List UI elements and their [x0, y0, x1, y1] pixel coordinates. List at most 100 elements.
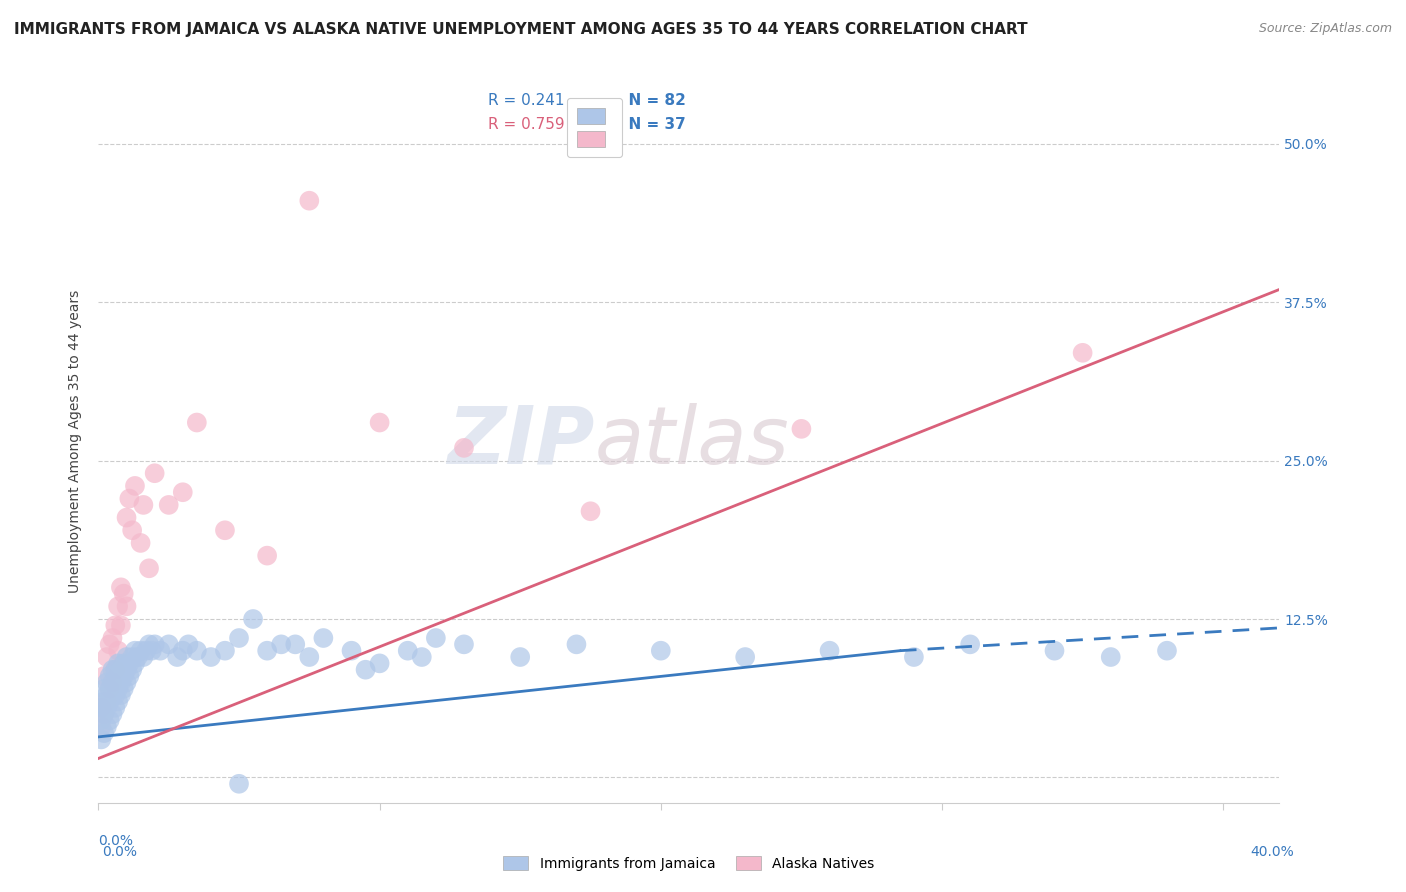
- Point: [107, 643, 129, 657]
- Point: [650, 643, 672, 657]
- Point: [121, 663, 143, 677]
- Point: [121, 523, 143, 537]
- Point: [112, 669, 135, 683]
- Point: [110, 580, 132, 594]
- Point: [129, 536, 152, 550]
- Point: [107, 657, 129, 671]
- Point: [110, 618, 132, 632]
- Text: ZIP: ZIP: [447, 402, 595, 481]
- Point: [312, 631, 335, 645]
- Point: [340, 643, 363, 657]
- Point: [172, 485, 194, 500]
- Point: [118, 491, 141, 506]
- Point: [110, 675, 132, 690]
- Point: [104, 618, 127, 632]
- Point: [132, 498, 155, 512]
- Point: [115, 663, 138, 677]
- Point: [104, 688, 127, 702]
- Text: R = 0.241: R = 0.241: [488, 93, 565, 108]
- Point: [214, 523, 236, 537]
- Point: [141, 643, 163, 657]
- Point: [101, 675, 124, 690]
- Point: [790, 422, 813, 436]
- Text: R = 0.759: R = 0.759: [488, 118, 565, 132]
- Point: [138, 561, 160, 575]
- Point: [115, 599, 138, 614]
- Point: [93, 707, 115, 722]
- Point: [1043, 643, 1066, 657]
- Point: [98, 694, 121, 708]
- Point: [228, 631, 250, 645]
- Point: [135, 643, 157, 657]
- Point: [93, 694, 115, 708]
- Point: [214, 643, 236, 657]
- Point: [93, 726, 115, 740]
- Point: [270, 637, 292, 651]
- Point: [93, 707, 115, 722]
- Text: 0.0%: 0.0%: [103, 845, 136, 859]
- Legend: , : ,: [568, 98, 621, 156]
- Point: [411, 650, 433, 665]
- Point: [90, 700, 112, 714]
- Point: [200, 650, 222, 665]
- Point: [453, 637, 475, 651]
- Point: [107, 669, 129, 683]
- Point: [242, 612, 264, 626]
- Point: [115, 675, 138, 690]
- Point: [959, 637, 981, 651]
- Point: [90, 714, 112, 728]
- Point: [186, 643, 208, 657]
- Point: [1099, 650, 1122, 665]
- Text: N = 82: N = 82: [619, 93, 686, 108]
- Point: [98, 669, 121, 683]
- Point: [96, 675, 118, 690]
- Point: [96, 688, 118, 702]
- Point: [96, 650, 118, 665]
- Point: [453, 441, 475, 455]
- Legend: Immigrants from Jamaica, Alaska Natives: Immigrants from Jamaica, Alaska Natives: [498, 850, 880, 876]
- Point: [157, 637, 180, 651]
- Point: [112, 657, 135, 671]
- Point: [124, 657, 146, 671]
- Text: N = 37: N = 37: [619, 118, 686, 132]
- Point: [579, 504, 602, 518]
- Point: [138, 637, 160, 651]
- Point: [98, 681, 121, 696]
- Point: [149, 643, 172, 657]
- Point: [565, 637, 588, 651]
- Point: [115, 510, 138, 524]
- Point: [112, 681, 135, 696]
- Point: [93, 681, 115, 696]
- Point: [90, 732, 112, 747]
- Point: [101, 675, 124, 690]
- Point: [110, 663, 132, 677]
- Point: [425, 631, 447, 645]
- Text: 40.0%: 40.0%: [1250, 845, 1295, 859]
- Point: [368, 657, 391, 671]
- Point: [186, 416, 208, 430]
- Point: [115, 650, 138, 665]
- Point: [104, 700, 127, 714]
- Point: [177, 637, 200, 651]
- Point: [118, 657, 141, 671]
- Point: [104, 663, 127, 677]
- Text: 0.0%: 0.0%: [98, 835, 134, 848]
- Point: [228, 777, 250, 791]
- Point: [354, 663, 377, 677]
- Point: [903, 650, 925, 665]
- Point: [107, 694, 129, 708]
- Point: [157, 498, 180, 512]
- Point: [90, 720, 112, 734]
- Point: [166, 650, 188, 665]
- Point: [104, 675, 127, 690]
- Point: [396, 643, 419, 657]
- Point: [118, 669, 141, 683]
- Point: [107, 681, 129, 696]
- Text: Source: ZipAtlas.com: Source: ZipAtlas.com: [1258, 22, 1392, 36]
- Point: [127, 650, 149, 665]
- Point: [256, 549, 278, 563]
- Point: [96, 694, 118, 708]
- Point: [509, 650, 531, 665]
- Point: [121, 650, 143, 665]
- Point: [98, 681, 121, 696]
